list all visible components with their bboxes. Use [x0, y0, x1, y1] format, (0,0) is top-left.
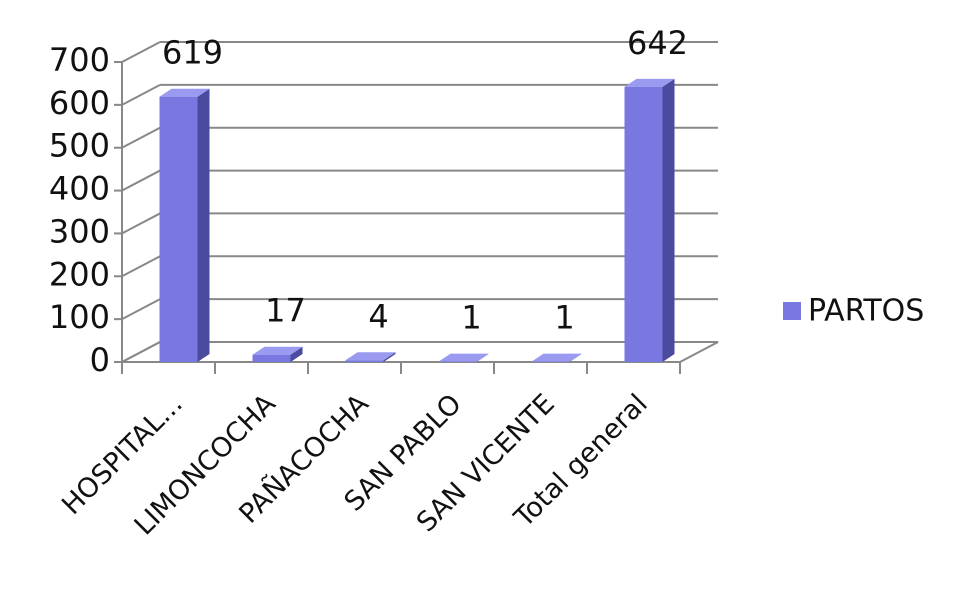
value-label: 17	[265, 292, 306, 330]
value-label: 642	[627, 24, 688, 62]
bar-side	[290, 346, 303, 362]
grid-line	[121, 169, 161, 192]
bar-side	[197, 88, 210, 362]
bar	[345, 360, 384, 362]
value-label: 1	[461, 299, 481, 337]
value-label: 4	[368, 297, 388, 335]
bar	[624, 86, 663, 362]
grid-line	[121, 126, 161, 149]
bar-top	[159, 88, 210, 97]
grid-line	[121, 41, 161, 63]
bar-top	[252, 346, 303, 355]
bar-top	[438, 353, 489, 362]
y-tick-label: 300	[49, 212, 110, 250]
y-tick-label: 0	[90, 341, 110, 379]
bar-side	[569, 353, 582, 362]
value-label: 1	[554, 299, 574, 337]
bar-top	[624, 78, 675, 87]
bar-side	[476, 353, 489, 362]
grid-line	[121, 83, 161, 106]
bar-top	[531, 353, 582, 362]
grid-line	[121, 255, 161, 278]
bar	[252, 354, 291, 362]
y-tick-label: 400	[49, 170, 110, 208]
bar-side	[383, 352, 396, 362]
grid-line	[121, 298, 161, 321]
bar	[159, 96, 198, 362]
legend-swatch	[783, 302, 801, 320]
bar-side	[662, 78, 675, 362]
y-tick-label: 600	[49, 84, 110, 122]
legend-label: PARTOS	[808, 294, 924, 329]
y-tick-label: 700	[49, 41, 110, 79]
value-label: 619	[162, 34, 223, 72]
y-tick-label: 500	[49, 127, 110, 165]
y-tick-label: 100	[49, 298, 110, 336]
bar-top	[345, 352, 396, 361]
grid-line	[121, 212, 161, 235]
grid-line	[121, 341, 161, 363]
y-tick-label: 200	[49, 255, 110, 293]
